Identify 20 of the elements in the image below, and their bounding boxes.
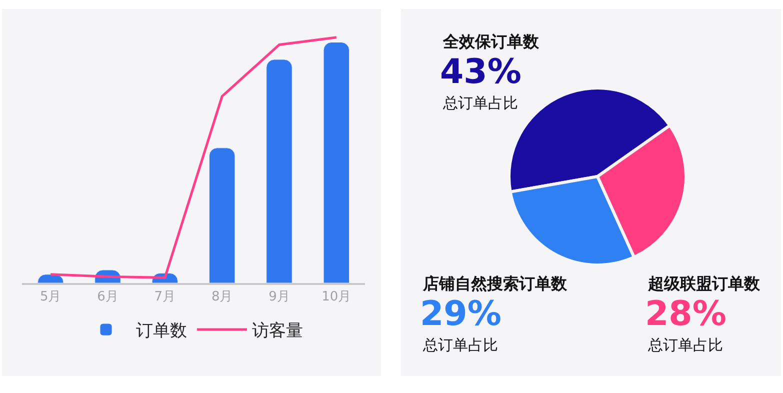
slice-label: 店铺自然搜索订单数 bbox=[422, 274, 568, 293]
legend-label: 订单数 bbox=[136, 321, 187, 342]
x-tick-label: 8月 bbox=[211, 289, 233, 304]
data-label: 43% bbox=[440, 52, 522, 92]
slice-label: 超级联盟订单数 bbox=[647, 274, 761, 293]
bar bbox=[323, 42, 350, 283]
text: 总订单占比 bbox=[422, 336, 498, 354]
x-tick-label: 7月 bbox=[154, 289, 176, 304]
slice-label: 全效保订单数 bbox=[442, 32, 540, 51]
x-tick-label: 9月 bbox=[268, 289, 290, 304]
text: 总订单占比 bbox=[442, 94, 518, 112]
x-tick-label: 6月 bbox=[97, 289, 118, 304]
text: 总订单占比 bbox=[647, 336, 723, 354]
bar bbox=[208, 148, 236, 283]
x-tick-label: 10月 bbox=[322, 289, 352, 304]
x-tick-label: 5月 bbox=[40, 289, 62, 304]
bar bbox=[266, 59, 292, 283]
data-label: 28% bbox=[645, 294, 726, 334]
data-label: 29% bbox=[420, 294, 502, 334]
legend-label: 访客量 bbox=[252, 321, 303, 342]
